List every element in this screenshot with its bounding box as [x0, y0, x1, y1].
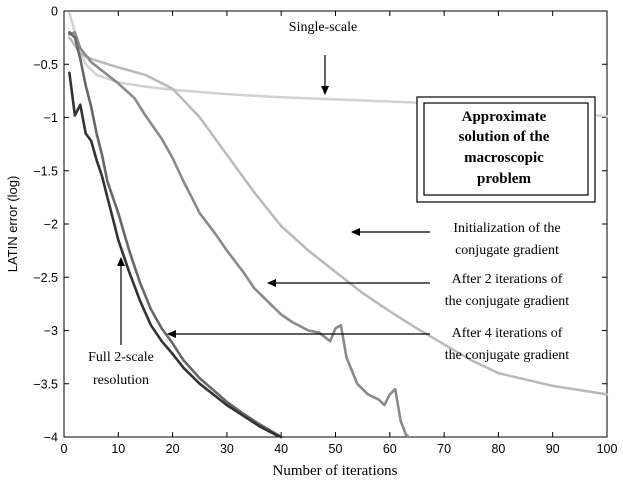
x-tick-label: 0 [61, 442, 68, 456]
annotation-full-2-scale-line-2: resolution [93, 373, 149, 388]
x-tick-label: 20 [166, 442, 180, 456]
y-tick-label: −0.5 [33, 58, 58, 72]
boxed-label-line-4: problem [477, 171, 531, 187]
y-axis: 0 −0.5 −1 −1.5 −2 −2.5 −3 −3.5 −4 [33, 5, 607, 445]
x-tick-label: 100 [597, 442, 618, 456]
annotation-after-4-line-2: the conjugate gradient [445, 348, 570, 363]
annotation-full-2-scale-line-1: Full 2-scale [88, 350, 154, 365]
boxed-label-outer-frame [416, 96, 596, 203]
annotation-single-scale: Single-scale [289, 20, 357, 95]
annotation-full-2-scale: Full 2-scale resolution [88, 257, 154, 388]
annotation-initialization-line-1: Initialization of the [453, 221, 560, 236]
x-tick-label: 60 [383, 442, 397, 456]
y-tick-label: −2.5 [33, 271, 58, 285]
annotation-after-4-line-1: After 4 iterations of [452, 326, 563, 341]
x-tick-label: 90 [546, 442, 560, 456]
y-tick-label: −2 [44, 218, 58, 232]
x-axis: 0 10 20 30 40 50 60 70 80 90 100 [61, 11, 618, 456]
y-tick-label: −3 [44, 324, 58, 338]
y-tick-label: −1.5 [33, 164, 58, 178]
boxed-label-line-3: macroscopic [464, 150, 544, 166]
y-tick-label: −1 [44, 111, 58, 125]
annotation-after-4-iterations: After 4 iterations of the conjugate grad… [167, 326, 570, 363]
annotation-single-scale-text: Single-scale [289, 20, 357, 35]
annotation-after-2-line-2: the conjugate gradient [445, 294, 570, 309]
x-tick-label: 70 [437, 442, 451, 456]
x-axis-label: Number of iterations [273, 463, 398, 479]
series-line-initialization-of-the-conjugate-gradient [68, 36, 609, 396]
boxed-label: Approximate solution of the macroscopic … [416, 96, 596, 203]
y-axis-label: LATIN error (log) [5, 176, 20, 273]
x-tick-label: 30 [220, 442, 234, 456]
annotation-after-2-line-1: After 2 iterations of [452, 272, 563, 287]
annotation-initialization-line-2: conjugate gradient [455, 243, 559, 258]
y-tick-label: −4 [44, 431, 58, 445]
x-tick-label: 50 [329, 442, 343, 456]
series-line-after-2-iterations-of-the-conjugate-gradient [68, 30, 411, 439]
boxed-label-line-1: Approximate [462, 109, 547, 125]
boxed-label-inner-frame [423, 102, 589, 196]
y-tick-label: −3.5 [33, 377, 58, 391]
x-tick-label: 80 [491, 442, 505, 456]
series-line-after-4-iterations-of-the-conjugate-gradient [68, 30, 283, 439]
x-tick-label: 40 [274, 442, 288, 456]
x-tick-label: 10 [111, 442, 125, 456]
series-line-full-2-scale-resolution [68, 71, 283, 439]
annotation-after-2-iterations: After 2 iterations of the conjugate grad… [267, 272, 570, 309]
y-tick-label: 0 [51, 5, 58, 19]
boxed-label-line-2: solution of the [459, 129, 550, 145]
annotation-initialization: Initialization of the conjugate gradient [351, 221, 561, 258]
